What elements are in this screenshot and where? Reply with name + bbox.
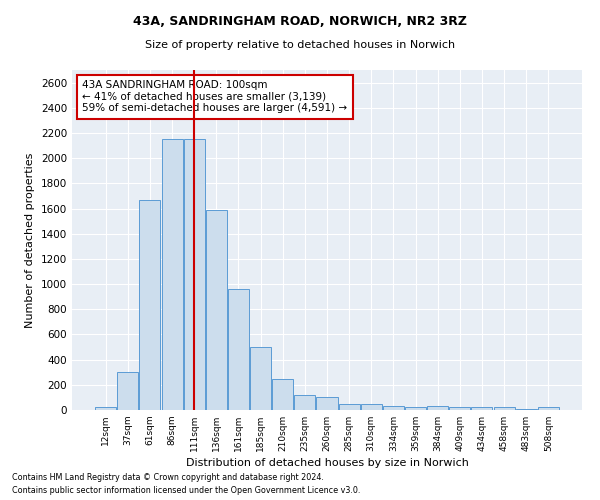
Bar: [316, 398, 338, 410]
Bar: [118, 372, 139, 410]
Bar: [184, 140, 205, 410]
X-axis label: Distribution of detached houses by size in Norwich: Distribution of detached houses by size …: [185, 458, 469, 468]
Bar: [139, 200, 160, 410]
Bar: [361, 404, 382, 410]
Bar: [272, 378, 293, 410]
Bar: [494, 408, 515, 410]
Bar: [228, 289, 249, 410]
Bar: [449, 408, 470, 410]
Text: Size of property relative to detached houses in Norwich: Size of property relative to detached ho…: [145, 40, 455, 50]
Bar: [383, 406, 404, 410]
Text: 43A SANDRINGHAM ROAD: 100sqm
← 41% of detached houses are smaller (3,139)
59% of: 43A SANDRINGHAM ROAD: 100sqm ← 41% of de…: [82, 80, 347, 114]
Bar: [95, 407, 116, 410]
Bar: [295, 395, 316, 410]
Bar: [338, 404, 359, 410]
Bar: [427, 406, 448, 410]
Y-axis label: Number of detached properties: Number of detached properties: [25, 152, 35, 328]
Bar: [405, 408, 426, 410]
Bar: [538, 407, 559, 410]
Text: Contains HM Land Registry data © Crown copyright and database right 2024.: Contains HM Land Registry data © Crown c…: [12, 474, 324, 482]
Bar: [472, 408, 493, 410]
Text: Contains public sector information licensed under the Open Government Licence v3: Contains public sector information licen…: [12, 486, 361, 495]
Bar: [250, 347, 271, 410]
Text: 43A, SANDRINGHAM ROAD, NORWICH, NR2 3RZ: 43A, SANDRINGHAM ROAD, NORWICH, NR2 3RZ: [133, 15, 467, 28]
Bar: [161, 140, 182, 410]
Bar: [206, 210, 227, 410]
